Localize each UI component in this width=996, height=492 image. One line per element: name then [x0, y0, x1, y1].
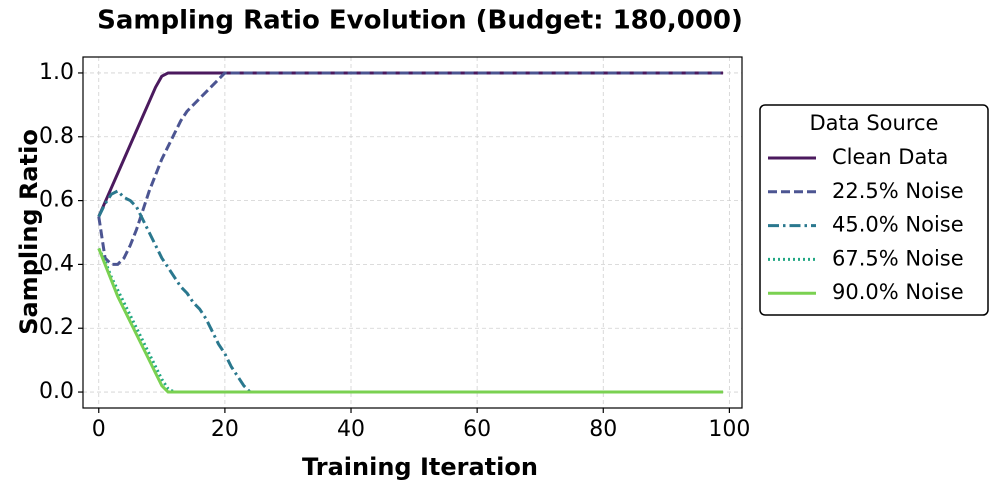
legend-title: Data Source: [810, 111, 939, 135]
plot-frame: [82, 56, 743, 409]
x-tick-label: 100: [708, 417, 750, 442]
grid-layer: [83, 57, 742, 408]
y-tick-label: 0.4: [39, 251, 74, 276]
legend-label: Clean Data: [832, 145, 948, 169]
legend-label: 22.5% Noise: [832, 179, 964, 203]
legend-label: 67.5% Noise: [832, 246, 964, 270]
series-line: [97, 189, 724, 394]
x-tick-label: 20: [211, 417, 239, 442]
y-tick-label: 0.0: [39, 379, 74, 404]
y-tick-label: 0.2: [39, 315, 74, 340]
x-tick-label: 80: [589, 417, 617, 442]
lines-layer: [97, 71, 724, 394]
x-tick-label: 40: [337, 417, 365, 442]
series-line: [97, 71, 724, 218]
y-tick-label: 1.0: [39, 60, 74, 85]
x-tick-label: 60: [463, 417, 491, 442]
series-line: [97, 247, 724, 394]
series-line: [97, 71, 724, 266]
series-line: [97, 247, 724, 394]
chart-title: Sampling Ratio Evolution (Budget: 180,00…: [97, 6, 743, 36]
legend-label: 45.0% Noise: [832, 213, 964, 237]
y-tick-label: 0.6: [39, 188, 74, 213]
y-axis-label: Sampling Ratio: [15, 129, 43, 335]
x-tick-label: 0: [92, 417, 106, 442]
x-axis-label: Training Iteration: [302, 453, 538, 481]
legend-label: 90.0% Noise: [832, 280, 964, 304]
y-tick-label: 0.8: [39, 124, 74, 149]
legend-box: [759, 104, 989, 316]
